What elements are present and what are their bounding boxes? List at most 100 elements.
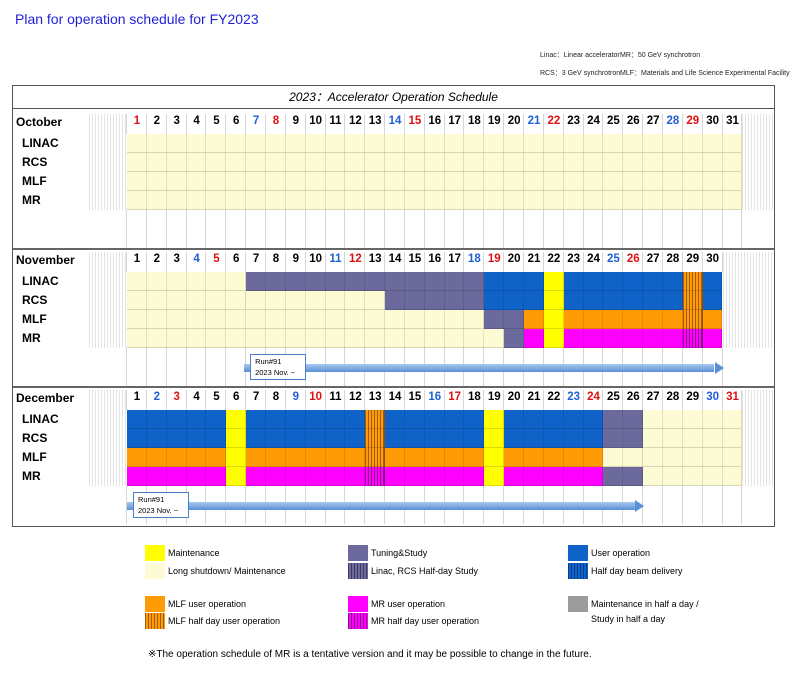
- band-gridline: [264, 210, 266, 248]
- schedule-cell-mlf_half: [365, 410, 386, 429]
- day-number: 8: [272, 115, 280, 127]
- legend-swatch-mlf: [145, 596, 165, 612]
- cell-gridline: [523, 134, 524, 153]
- cell-gridline: [463, 329, 465, 348]
- cell-gridline: [284, 291, 286, 310]
- band-gridline: [602, 210, 604, 248]
- cell-gridline: [403, 410, 405, 429]
- day-gridline: [701, 252, 703, 272]
- day-gridline: [582, 114, 584, 134]
- cell-gridline: [681, 172, 683, 191]
- day-number: 13: [368, 115, 382, 127]
- cell-gridline: [602, 272, 604, 291]
- day-number: 14: [388, 115, 402, 127]
- cell-gridline: [245, 310, 247, 329]
- cell-gridline: [423, 272, 425, 291]
- cell-gridline: [721, 410, 723, 429]
- cell-gridline: [503, 172, 505, 191]
- schedule-cell-user: [504, 410, 604, 429]
- schedule-cell-mlf: [702, 310, 723, 329]
- cell-gridline: [364, 272, 366, 291]
- schedule-cell-long_shutdown: [127, 329, 505, 348]
- run-label: Run#91: [255, 357, 282, 366]
- day-number: 4: [193, 115, 200, 127]
- day-gridline: [622, 252, 624, 272]
- band-gridline: [126, 486, 127, 524]
- band-gridline: [582, 210, 584, 248]
- day-gridline: [681, 114, 683, 134]
- cell-gridline: [384, 329, 386, 348]
- day-gridline: [225, 252, 227, 272]
- day-gridline: [264, 390, 266, 410]
- day-gridline: [602, 114, 604, 134]
- cell-gridline: [284, 448, 286, 467]
- day-gridline: [741, 390, 743, 410]
- row-label-mr: MR: [22, 331, 41, 345]
- day-gridline: [542, 114, 544, 134]
- cell-gridline: [344, 272, 346, 291]
- cell-gridline: [483, 191, 485, 210]
- band-gridline: [562, 210, 564, 248]
- cell-gridline: [304, 410, 306, 429]
- day-gridline: [542, 252, 544, 272]
- day-number: 6: [233, 115, 240, 127]
- day-gridline: [324, 252, 326, 272]
- day-number: 1: [133, 115, 141, 127]
- cell-gridline: [423, 153, 425, 172]
- band-gridline: [443, 210, 445, 248]
- schedule-cell-mr: [127, 467, 227, 486]
- day-number: 30: [706, 253, 720, 265]
- cell-gridline: [523, 191, 524, 210]
- cell-gridline: [642, 134, 644, 153]
- cell-gridline: [344, 134, 346, 153]
- day-number: 24: [587, 115, 600, 127]
- cell-gridline: [622, 153, 624, 172]
- schedule-cell-mr_half: [365, 467, 386, 486]
- cell-gridline: [403, 329, 405, 348]
- day-gridline: [463, 252, 465, 272]
- cell-gridline: [284, 467, 286, 486]
- cell-gridline: [403, 153, 405, 172]
- schedule-table: 2023：Accelerator Operation Schedule Octo…: [12, 85, 775, 527]
- cell-gridline: [503, 134, 505, 153]
- cell-gridline: [165, 153, 167, 172]
- cell-gridline: [602, 291, 604, 310]
- day-gridline: [126, 390, 127, 410]
- day-number: 14: [388, 253, 402, 265]
- cell-gridline: [344, 153, 346, 172]
- cell-gridline: [324, 429, 326, 448]
- day-gridline: [304, 114, 306, 134]
- day-number: 7: [252, 115, 260, 127]
- day-number: 26: [626, 115, 640, 127]
- day-gridline: [642, 390, 644, 410]
- day-number: 30: [706, 115, 720, 127]
- month-divider: [13, 386, 774, 388]
- day-number: 27: [646, 253, 660, 265]
- cell-gridline: [622, 429, 624, 448]
- cell-gridline: [542, 134, 544, 153]
- day-gridline: [185, 252, 187, 272]
- cell-gridline: [681, 448, 683, 467]
- day-number: 25: [606, 253, 620, 265]
- day-number: 12: [348, 253, 362, 265]
- cell-gridline: [642, 272, 644, 291]
- day-gridline: [523, 114, 524, 134]
- cell-gridline: [642, 172, 644, 191]
- cell-gridline: [324, 448, 326, 467]
- cell-gridline: [443, 134, 445, 153]
- run-label: Run#91: [138, 495, 165, 504]
- schedule-cell-tuning: [603, 429, 644, 448]
- cell-gridline: [403, 429, 405, 448]
- cell-gridline: [304, 467, 306, 486]
- schedule-cell-tuning: [603, 410, 644, 429]
- schedule-cell-mlf: [127, 448, 227, 467]
- cell-gridline: [463, 310, 465, 329]
- day-number: 23: [567, 115, 581, 127]
- schedule-cell-long_shutdown: [127, 172, 743, 191]
- day-number: 17: [448, 115, 461, 127]
- day-gridline: [384, 390, 386, 410]
- schedule-cell-maintenance: [226, 429, 247, 448]
- day-gridline: [145, 252, 147, 272]
- cell-gridline: [661, 467, 663, 486]
- cell-gridline: [562, 467, 564, 486]
